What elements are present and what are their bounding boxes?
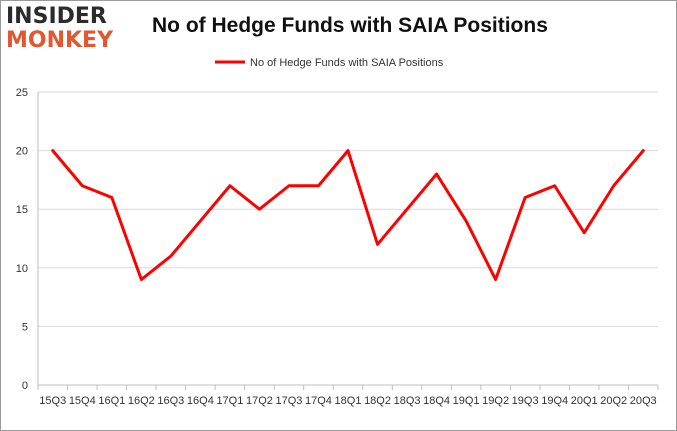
x-tick-label-16Q4: 16Q4 [187, 395, 214, 407]
y-tick-labels: 0 5 10 15 20 25 [16, 87, 28, 392]
x-tick-label-19Q2: 19Q2 [482, 395, 509, 407]
data-point-18Q4 [435, 172, 438, 176]
series-group [51, 149, 645, 282]
data-point-18Q1 [346, 149, 350, 152]
x-tick-label-15Q3: 15Q3 [39, 395, 66, 407]
data-point-19Q4 [553, 184, 556, 187]
data-point-16Q3 [169, 254, 173, 258]
x-tick-label-19Q4: 19Q4 [541, 395, 568, 407]
x-tick-label-20Q3: 20Q3 [630, 395, 657, 407]
legend: No of Hedge Funds with SAIA Positions [215, 57, 444, 69]
x-tick-label-17Q4: 17Q4 [305, 395, 332, 407]
gridlines [38, 91, 658, 327]
x-tick-label-19Q1: 19Q1 [453, 395, 480, 407]
x-tick-label-19Q3: 19Q3 [512, 395, 539, 407]
y-tick-label-25: 25 [16, 87, 28, 99]
chart-title: No of Hedge Funds with SAIA Positions [152, 14, 548, 37]
data-point-19Q3 [523, 196, 527, 199]
x-tick-labels: 15Q3 15Q4 16Q1 16Q2 16Q3 16Q4 17Q1 17Q2 17Q3 17Q4… [39, 395, 656, 407]
data-point-17Q4 [317, 184, 320, 187]
data-point-17Q3 [287, 184, 291, 187]
legend-label: No of Hedge Funds with SAIA Positions [250, 57, 444, 69]
x-tick-label-16Q2: 16Q2 [128, 395, 155, 407]
insider-monkey-logo: INSIDER MONKEY [6, 6, 126, 54]
x-tick-label-20Q1: 20Q1 [571, 395, 598, 407]
y-tick-label-5: 5 [22, 321, 28, 333]
data-point-20Q3 [642, 149, 645, 152]
data-point-17Q2 [258, 208, 261, 211]
logo-line-1: INSIDER [6, 4, 107, 29]
y-tick-label-0: 0 [22, 380, 28, 392]
data-point-18Q2 [376, 243, 379, 246]
x-tick-label-15Q4: 15Q4 [69, 395, 96, 407]
x-tick-label-17Q2: 17Q2 [246, 395, 273, 407]
x-tick-label-18Q4: 18Q4 [423, 395, 450, 407]
logo-line-2: MONKEY [6, 28, 114, 53]
x-tick-label-18Q3: 18Q3 [394, 395, 421, 407]
data-point-15Q3 [51, 149, 54, 152]
data-point-16Q1 [110, 196, 114, 199]
data-point-19Q2 [494, 278, 497, 281]
x-tick-label-17Q1: 17Q1 [216, 395, 243, 407]
x-tick-label-18Q2: 18Q2 [364, 395, 391, 407]
x-tick-label-20Q2: 20Q2 [600, 395, 627, 407]
data-point-20Q1 [582, 231, 586, 234]
x-tick-label-16Q1: 16Q1 [98, 395, 125, 407]
data-point-15Q4 [81, 184, 84, 187]
x-tick-label-18Q1: 18Q1 [335, 395, 362, 407]
axes [37, 92, 659, 390]
series-line-0 [51, 149, 645, 282]
data-point-18Q3 [405, 208, 409, 211]
data-point-20Q2 [612, 184, 615, 187]
data-point-17Q1 [228, 184, 232, 187]
y-tick-label-15: 15 [16, 204, 28, 216]
y-tick-label-20: 20 [16, 146, 28, 158]
data-point-16Q2 [140, 278, 143, 281]
y-tick-label-10: 10 [16, 263, 28, 275]
x-tick-label-17Q3: 17Q3 [275, 395, 302, 407]
data-point-16Q4 [199, 219, 202, 223]
data-point-19Q1 [464, 219, 468, 223]
x-tick-label-16Q3: 16Q3 [157, 395, 184, 407]
